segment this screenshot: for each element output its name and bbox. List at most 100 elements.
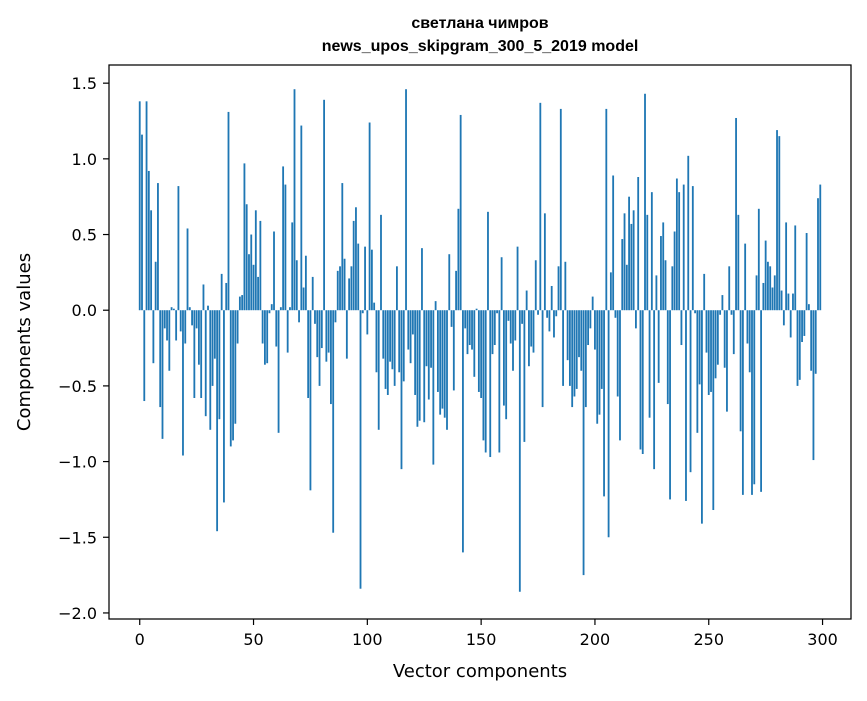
bar-component-276 — [767, 261, 769, 311]
bar-component-121 — [414, 310, 417, 395]
bar-component-254 — [716, 310, 719, 365]
x-axis-label: Vector components — [393, 661, 567, 682]
bar-component-133 — [441, 310, 444, 409]
bar-component-59 — [273, 231, 275, 311]
bar-component-49 — [250, 234, 253, 311]
bar-component-123 — [418, 310, 421, 421]
bar-component-0 — [138, 101, 141, 311]
bar-component-251 — [710, 310, 712, 392]
bar-component-190 — [571, 310, 574, 408]
bar-component-115 — [400, 310, 403, 470]
bar-component-153 — [487, 211, 489, 311]
bar-component-264 — [739, 310, 742, 432]
bar-component-160 — [502, 310, 505, 406]
bar-component-285 — [787, 293, 790, 311]
bar-component-2 — [143, 310, 146, 402]
bar-component-249 — [705, 310, 708, 353]
bar-component-72 — [302, 287, 305, 311]
bar-component-237 — [678, 192, 681, 311]
bar-component-33 — [213, 310, 216, 359]
bar-component-60 — [275, 310, 278, 347]
bar-component-46 — [243, 163, 246, 311]
bar-component-184 — [557, 266, 560, 311]
bar-component-212 — [621, 239, 624, 311]
bar-component-273 — [760, 310, 762, 492]
bar-component-271 — [755, 275, 758, 311]
bar-component-191 — [573, 310, 576, 397]
bar-component-63 — [282, 166, 285, 311]
bar-component-106 — [380, 214, 382, 311]
bar-component-34 — [216, 310, 219, 532]
bar-component-193 — [578, 310, 580, 358]
bar-component-82 — [325, 310, 328, 362]
bar-component-144 — [466, 310, 469, 355]
bar-component-5 — [150, 210, 153, 311]
bar-component-12 — [166, 310, 168, 341]
bar-component-23 — [191, 310, 193, 326]
bar-component-135 — [446, 310, 448, 430]
bar-component-76 — [311, 276, 314, 311]
y-tick-label: −1.5 — [58, 528, 97, 547]
chart-title-line2: news_upos_skipgram_300_5_2019 model — [322, 38, 639, 55]
bar-component-156 — [493, 310, 496, 346]
bar-component-137 — [450, 310, 453, 327]
bar-component-75 — [309, 310, 312, 491]
bar-component-50 — [252, 264, 255, 311]
bar-component-95 — [355, 207, 357, 311]
bar-component-84 — [330, 310, 332, 405]
bar-component-136 — [448, 254, 451, 311]
bar-component-192 — [575, 310, 578, 389]
bar-component-195 — [582, 310, 585, 576]
bar-component-177 — [541, 310, 544, 408]
bar-component-206 — [607, 310, 610, 538]
bar-component-278 — [771, 287, 774, 311]
bar-component-151 — [482, 310, 485, 441]
bar-component-248 — [703, 273, 706, 311]
bar-component-196 — [584, 310, 587, 408]
bar-component-69 — [295, 260, 298, 311]
bar-component-87 — [336, 270, 339, 311]
bar-component-239 — [682, 184, 685, 311]
bar-component-201 — [596, 310, 599, 424]
bar-component-117 — [405, 89, 407, 311]
bar-component-179 — [546, 310, 549, 318]
bar-component-109 — [386, 310, 389, 395]
y-tick-label: −2.0 — [58, 604, 97, 623]
bar-component-74 — [307, 310, 310, 398]
bar-component-150 — [480, 310, 483, 398]
bar-component-113 — [396, 266, 398, 311]
x-tick-label: 200 — [580, 630, 611, 649]
bar-component-262 — [735, 117, 737, 311]
bar-component-48 — [248, 254, 250, 311]
bar-component-188 — [566, 310, 569, 361]
bar-component-197 — [587, 310, 590, 346]
bar-component-32 — [211, 310, 214, 386]
bar-component-4 — [147, 170, 150, 311]
bar-component-20 — [184, 310, 187, 344]
bar-component-22 — [188, 307, 191, 311]
bar-component-29 — [204, 310, 207, 417]
bar-component-270 — [753, 310, 756, 485]
y-tick-label: 1.5 — [72, 74, 97, 93]
bar-component-71 — [300, 125, 303, 311]
bar-component-287 — [792, 293, 794, 311]
bar-component-158 — [498, 310, 501, 453]
bar-component-199 — [591, 296, 594, 311]
bar-component-28 — [202, 284, 205, 311]
bar-component-267 — [746, 310, 749, 344]
bar-component-105 — [377, 310, 380, 430]
bar-component-266 — [744, 243, 747, 311]
bar-component-178 — [543, 213, 546, 311]
bar-component-204 — [603, 310, 605, 497]
bar-component-37 — [223, 310, 225, 503]
bar-component-55 — [264, 310, 266, 365]
bar-component-297 — [814, 310, 817, 374]
bar-component-189 — [568, 310, 571, 386]
bar-component-283 — [782, 310, 785, 326]
bar-component-223 — [646, 214, 649, 311]
bar-component-10 — [161, 310, 164, 439]
bar-component-203 — [600, 310, 603, 389]
bar-component-38 — [225, 282, 228, 311]
bar-component-127 — [427, 310, 430, 400]
